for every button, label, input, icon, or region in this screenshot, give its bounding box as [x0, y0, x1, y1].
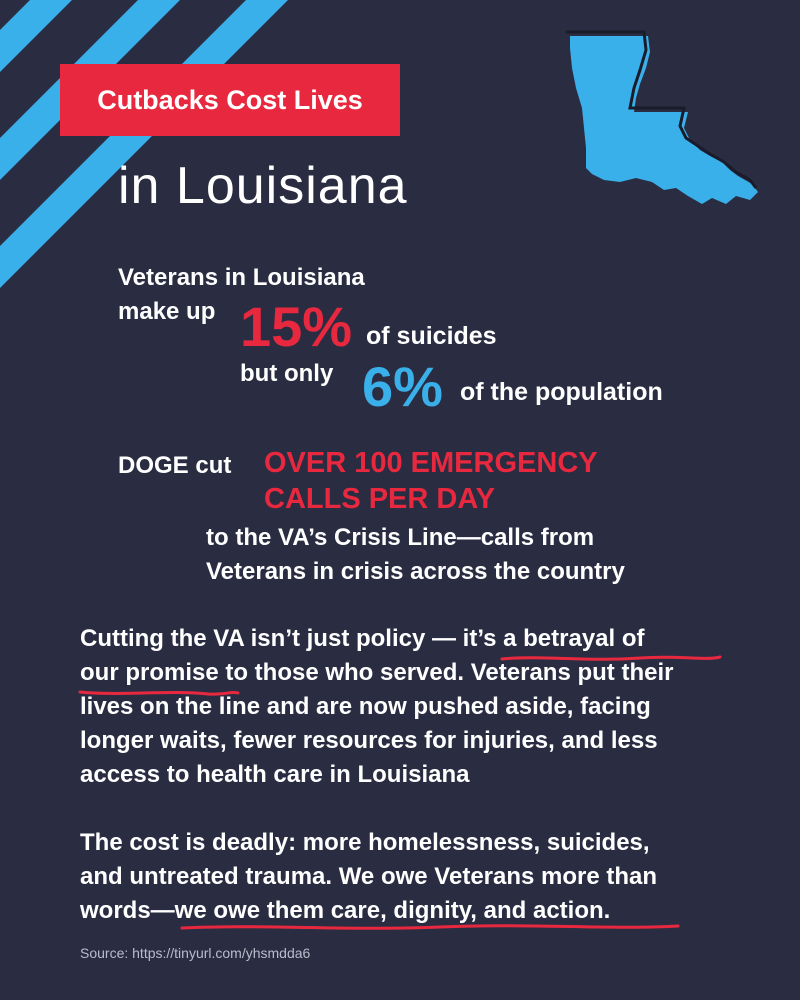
paragraph-2-line-3: words—we owe them care, dignity, and act… — [80, 897, 611, 924]
doge-prefix: DOGE cut — [118, 452, 232, 479]
decorative-stripes — [0, 0, 288, 288]
paragraph-1-line-3: lives on the line and are now pushed asi… — [80, 693, 651, 720]
doge-highlight-line-2: CALLS PER DAY — [264, 483, 495, 515]
doge-detail-line-1: to the VA’s Crisis Line—calls from — [206, 524, 595, 551]
doge-detail-line-2: Veterans in crisis across the country — [206, 558, 625, 585]
louisiana-map-icon — [566, 30, 758, 204]
headline-tag: Cutbacks Cost Lives — [60, 64, 400, 136]
source-citation: Source: https://tinyurl.com/yhsmdda6 — [80, 945, 311, 961]
headline-tag-label: Cutbacks Cost Lives — [97, 84, 363, 115]
suicide-suffix: of suicides — [366, 322, 497, 350]
paragraph-1-line-4: longer waits, fewer resources for injuri… — [80, 727, 658, 754]
suicide-percentage: 15% — [240, 295, 353, 358]
stats-line-2-prefix: make up — [118, 298, 216, 325]
underline-betrayal — [500, 655, 722, 661]
stats-line-3-prefix: but only — [240, 360, 334, 387]
paragraph-1-line-1: Cutting the VA isn’t just policy — it’s … — [80, 625, 645, 652]
population-suffix: of the population — [460, 378, 663, 406]
paragraph-2-line-1: The cost is deadly: more homelessness, s… — [80, 829, 650, 856]
underline-promise — [78, 690, 240, 696]
state-name-heading: in Louisiana — [118, 157, 408, 215]
population-percentage: 6% — [362, 355, 443, 418]
paragraph-2-line-2: and untreated trauma. We owe Veterans mo… — [80, 863, 658, 890]
paragraph-1-line-2: our promise to those who served. Veteran… — [80, 659, 674, 686]
underline-care-dignity-action — [180, 924, 680, 930]
doge-highlight-line-1: OVER 100 EMERGENCY — [264, 447, 598, 479]
paragraph-1-line-5: access to health care in Louisiana — [80, 761, 470, 788]
stats-line-1: Veterans in Louisiana — [118, 264, 365, 291]
